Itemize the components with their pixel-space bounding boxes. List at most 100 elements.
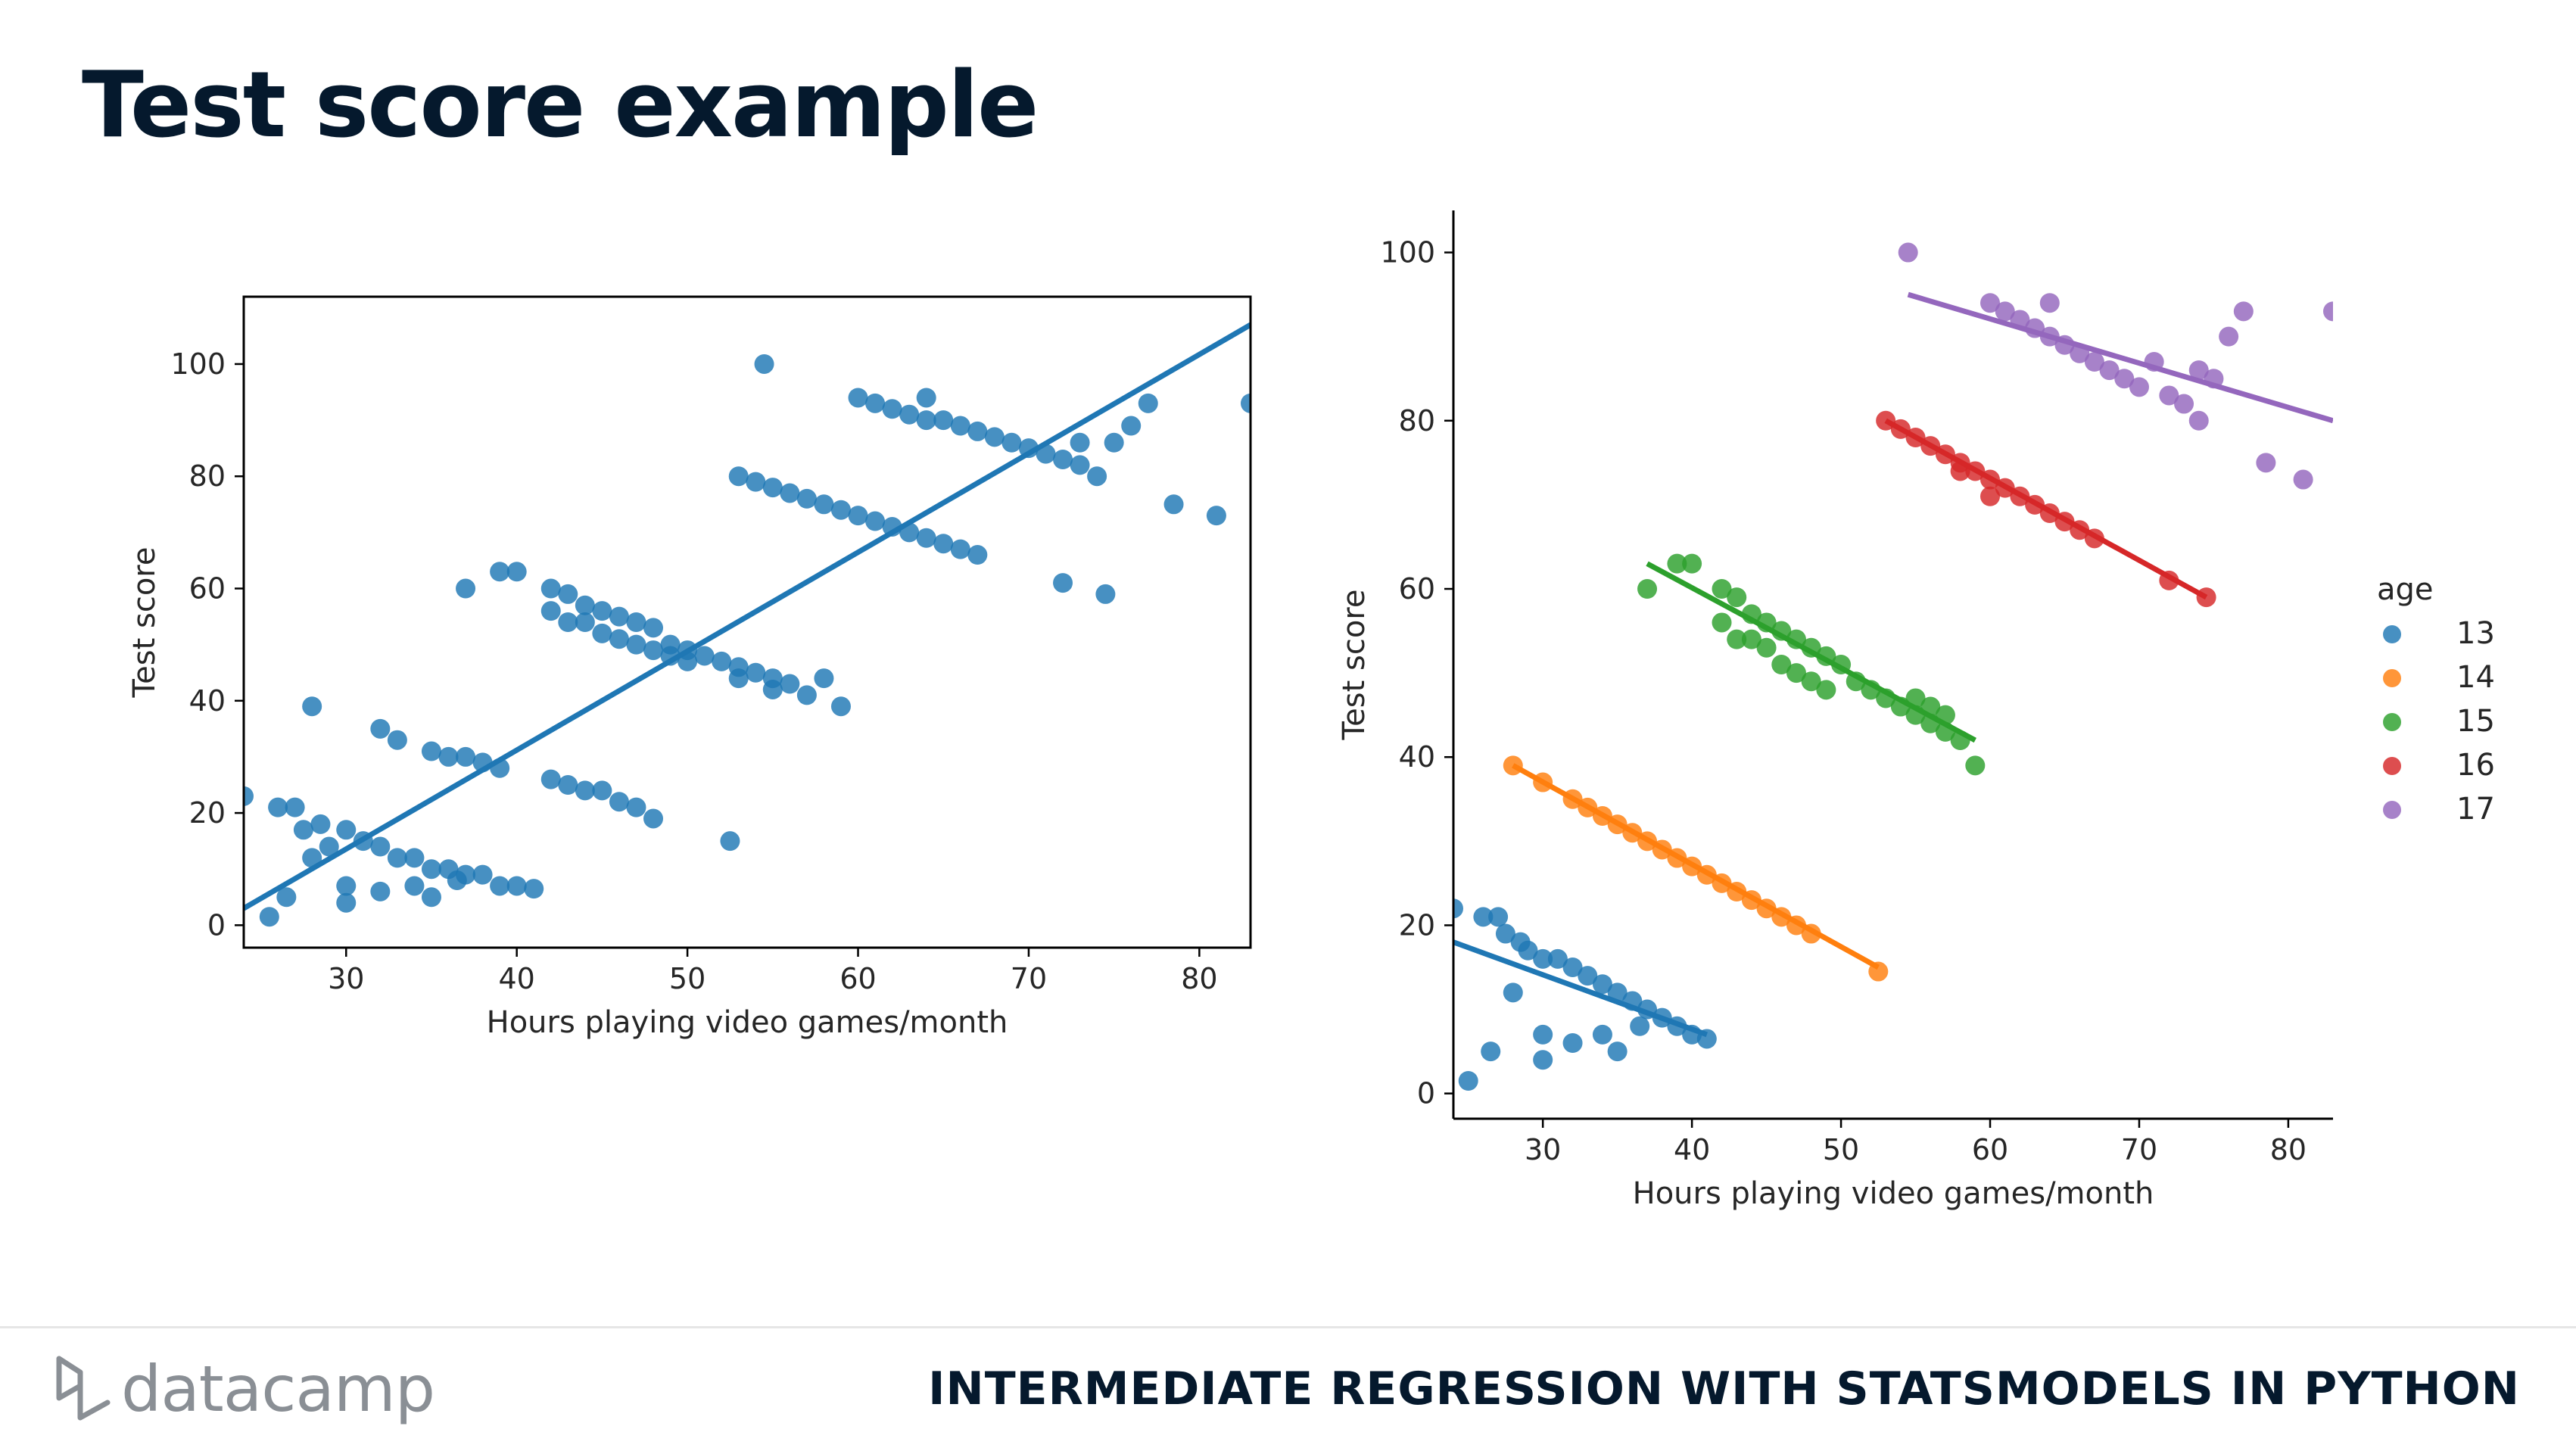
x-tick-label: 80 (2270, 1133, 2307, 1166)
data-point (746, 662, 766, 683)
data-point (447, 870, 467, 891)
data-point (796, 685, 817, 705)
data-point (1816, 680, 1836, 700)
data-point (1104, 432, 1124, 453)
data-point (1682, 553, 1702, 574)
data-point (1607, 1042, 1628, 1062)
data-point (1578, 966, 1598, 986)
regression-line (1453, 939, 1709, 1038)
data-point (472, 864, 493, 885)
x-tick-label: 30 (1525, 1133, 1561, 1166)
data-point (370, 836, 391, 857)
datacamp-logo-icon (56, 1356, 111, 1421)
data-point (2256, 453, 2276, 473)
regression-line (1884, 418, 2208, 600)
data-point (575, 595, 595, 615)
x-tick-label: 80 (1181, 962, 1217, 995)
data-point (1503, 755, 1523, 776)
legend: age 13 14 15 16 17 (2377, 572, 2495, 827)
data-point (2129, 377, 2149, 397)
data-point (336, 820, 357, 840)
data-point (609, 606, 629, 627)
data-point (2219, 326, 2239, 347)
x-tick-label: 40 (498, 962, 534, 995)
data-point (1001, 432, 1022, 453)
data-point (370, 718, 391, 739)
legend-label: 13 (2456, 616, 2495, 651)
data-point (728, 668, 749, 689)
data-point (2084, 352, 2104, 372)
x-tick-label: 30 (328, 962, 364, 995)
data-point (1995, 301, 2015, 322)
data-point (1533, 1050, 1553, 1070)
data-point (1488, 907, 1509, 927)
x-axis-label: Hours playing video games/month (1633, 1176, 2154, 1211)
data-point (370, 881, 391, 901)
data-point (967, 545, 988, 565)
data-point (916, 410, 936, 431)
data-point (1592, 974, 1612, 995)
data-point (421, 887, 441, 908)
y-tick-label: 80 (1399, 404, 1435, 437)
data-point (712, 651, 732, 671)
data-point (1965, 755, 1986, 776)
data-point (2114, 369, 2135, 389)
data-point (268, 797, 288, 817)
data-point (524, 879, 544, 899)
brand: datacamp (53, 1351, 435, 1427)
data-point (830, 696, 851, 717)
legend-label: 17 (2456, 792, 2495, 827)
y-axis-label: Test score (1337, 590, 1372, 741)
data-point (814, 668, 834, 689)
legend-label: 14 (2456, 660, 2495, 695)
data-point (2159, 385, 2179, 406)
data-point (404, 876, 425, 896)
x-tick-label: 50 (1823, 1133, 1859, 1166)
data-point (1053, 573, 1073, 593)
data-point (1667, 553, 1687, 574)
y-tick-label: 20 (189, 796, 226, 830)
data-point (1786, 663, 1806, 683)
data-point (780, 483, 800, 503)
y-tick-label: 40 (1399, 740, 1435, 774)
y-tick-label: 0 (1417, 1077, 1435, 1110)
data-point (1481, 1042, 1501, 1062)
data-point (967, 421, 988, 441)
data-point (404, 848, 425, 868)
data-point (244, 786, 254, 806)
data-point (626, 797, 646, 817)
legend-label: 15 (2456, 704, 2495, 739)
footer-divider (0, 1326, 2576, 1328)
data-point (848, 388, 868, 408)
data-point (1518, 940, 1538, 961)
data-point (728, 466, 749, 487)
data-point (456, 746, 476, 767)
data-point (1741, 629, 1761, 649)
y-tick-label: 0 (207, 908, 226, 942)
data-point (1547, 948, 1568, 969)
data-point (1712, 612, 1732, 633)
data-point (490, 562, 510, 582)
x-tick-label: 40 (1674, 1133, 1710, 1166)
data-points (1453, 242, 2333, 1091)
regression-line (1646, 561, 1976, 743)
data-point (558, 612, 578, 632)
regression-line (1907, 291, 2333, 424)
data-point (694, 646, 715, 666)
data-point (1630, 1016, 1650, 1036)
data-point (575, 780, 595, 801)
data-point (1087, 466, 1107, 487)
course-name: INTERMEDIATE REGRESSION WITH STATSMODELS… (928, 1362, 2520, 1415)
data-points (244, 322, 1251, 927)
data-point (336, 876, 357, 896)
data-point (259, 907, 279, 927)
data-point (592, 601, 612, 621)
data-point (1771, 655, 1792, 674)
legend-title: age (2377, 572, 2434, 607)
data-point (592, 623, 612, 643)
data-point (558, 584, 578, 604)
data-point (916, 388, 936, 408)
data-point (387, 730, 407, 750)
data-point (575, 612, 595, 632)
plot-frame (242, 295, 1252, 949)
